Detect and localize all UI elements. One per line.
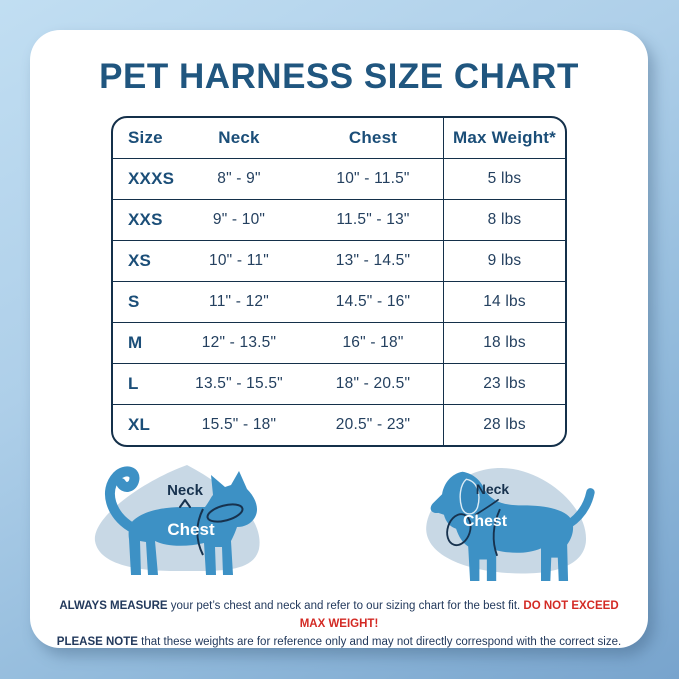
- cat-chest-label: Chest: [167, 520, 215, 539]
- chest-cell: 13" - 14.5": [335, 252, 411, 269]
- neck-cell: 10" - 11": [209, 252, 269, 269]
- cat-neck-label: Neck: [167, 482, 204, 499]
- footnote: ALWAYS MEASURE your pet’s chest and neck…: [30, 598, 648, 651]
- footnote-always-measure: ALWAYS MEASURE: [59, 600, 168, 612]
- table-header-row: Size Neck Chest Max Weight*: [113, 118, 565, 159]
- table-row: S 11" - 12" 14.5" - 16" 14 lbs: [113, 282, 565, 323]
- size-cell: S: [128, 292, 140, 311]
- cat-chest-measure-line: [196, 508, 204, 556]
- size-table: Size Neck Chest Max Weight* XXXS 8" - 9"…: [111, 116, 567, 447]
- weight-cell: 18 lbs: [443, 323, 565, 363]
- weight-cell: 23 lbs: [443, 364, 565, 404]
- chest-cell: 10" - 11.5": [336, 170, 410, 187]
- cat-silhouette: [128, 471, 257, 575]
- footnote-please-note: PLEASE NOTE: [56, 635, 138, 648]
- footnote-line2-text: that these weights are for reference onl…: [137, 635, 622, 648]
- dog-neck-measure-line: [446, 513, 472, 547]
- column-header-max-weight: Max Weight*: [443, 118, 565, 158]
- weight-cell: 5 lbs: [443, 159, 565, 199]
- cat-figure: Neck Chest: [94, 465, 260, 575]
- table-row: L 13.5" - 15.5" 18" - 20.5" 23 lbs: [113, 364, 565, 405]
- column-header-size: Size: [128, 128, 163, 147]
- neck-cell: 9" - 10": [212, 211, 266, 228]
- neck-cell: 8" - 9": [217, 170, 261, 187]
- table-row: XS 10" - 11" 13" - 14.5" 9 lbs: [113, 241, 565, 282]
- cat-neck-pointer-icon: [179, 499, 191, 508]
- cat-neck-measure-line: [206, 503, 244, 523]
- dog-chest-label: Chest: [463, 513, 508, 530]
- table-row: XXS 9" - 10" 11.5" - 13" 8 lbs: [113, 200, 565, 241]
- dog-figure: Neck Chest: [426, 468, 595, 581]
- size-cell: M: [128, 333, 143, 352]
- weight-cell: 9 lbs: [443, 241, 565, 281]
- chart-card: PET HARNESS SIZE CHART Size Neck Chest M…: [30, 30, 648, 648]
- chest-cell: 14.5" - 16": [335, 293, 411, 310]
- size-cell: XS: [128, 251, 152, 270]
- column-header-neck: Neck: [218, 128, 260, 147]
- size-cell: XXS: [128, 210, 163, 229]
- weight-cell: 28 lbs: [443, 405, 565, 445]
- neck-cell: 15.5" - 18": [201, 416, 277, 433]
- neck-cell: 12" - 13.5": [201, 334, 277, 351]
- chest-cell: 16" - 18": [342, 334, 404, 351]
- chest-cell: 11.5" - 13": [336, 211, 410, 228]
- size-cell: XXXS: [128, 169, 175, 188]
- dog-chest-measure-line: [492, 508, 501, 557]
- table-row: M 12" - 13.5" 16" - 18" 18 lbs: [113, 323, 565, 364]
- table-row: XXXS 8" - 9" 10" - 11.5" 5 lbs: [113, 159, 565, 200]
- size-cell: XL: [128, 415, 151, 434]
- cat-tail: [104, 466, 140, 532]
- chest-cell: 20.5" - 23": [335, 416, 411, 433]
- dog-neck-label: Neck: [476, 481, 510, 497]
- chest-cell: 18" - 20.5": [335, 375, 411, 392]
- column-header-chest: Chest: [348, 128, 398, 147]
- neck-cell: 13.5" - 15.5": [195, 375, 283, 392]
- measurement-figures: Neck Chest Neck Chest: [30, 447, 648, 595]
- neck-cell: 11" - 12": [209, 293, 269, 310]
- dog-ear: [459, 478, 480, 515]
- footnote-line-1: ALWAYS MEASURE your pet’s chest and neck…: [56, 598, 622, 634]
- footnote-warning: DO NOT EXCEED MAX WEIGHT!: [299, 600, 619, 630]
- dog-neck-pointer-icon: [474, 498, 499, 516]
- page-title: PET HARNESS SIZE CHART: [99, 57, 579, 96]
- footnote-line-2: PLEASE NOTE that these weights are for r…: [56, 634, 622, 652]
- footnote-line1-text: your pet’s chest and neck and refer to o…: [167, 600, 524, 612]
- weight-cell: 14 lbs: [443, 282, 565, 322]
- weight-cell: 8 lbs: [443, 200, 565, 240]
- table-row: XL 15.5" - 18" 20.5" - 23" 28 lbs: [113, 405, 565, 445]
- size-cell: L: [128, 374, 139, 393]
